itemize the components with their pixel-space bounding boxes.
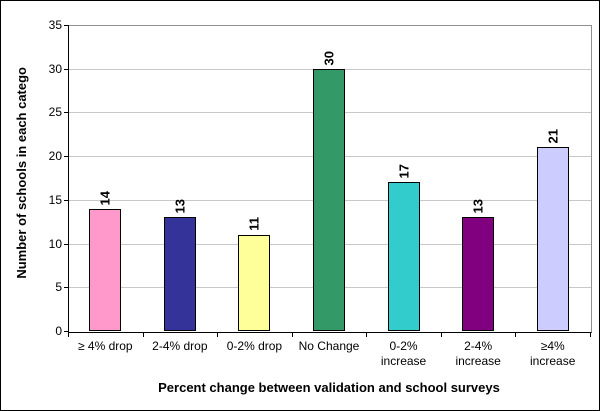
bar-value-label: 30 [321,50,337,65]
x-category-label: 2-4% increase [441,339,516,369]
x-category-label-line: 0-2% [389,339,418,353]
y-tick-label: 5 [55,280,62,295]
y-tick [64,243,69,245]
y-tick [64,156,69,158]
x-tick [515,332,517,337]
y-tick-label: 30 [48,61,62,76]
y-tick-label: 15 [48,192,62,207]
y-tick-label: 20 [48,149,62,164]
plot-area [68,25,592,333]
bar [238,235,271,331]
bar [536,147,569,331]
x-category-label: ≥ 4% drop [68,339,143,354]
bar [313,69,345,331]
x-tick [366,332,368,337]
y-tick [64,112,69,114]
x-category-label-line: 2-4% drop [152,339,208,353]
x-tick [217,332,219,337]
x-category-label: ≥4% increase [515,339,590,369]
y-tick-label: 0 [55,324,62,338]
x-category-label: 2-4% drop [143,339,218,354]
bar-value-label: 14 [97,190,113,205]
bar-value-label: 13 [172,198,188,213]
bar [89,209,122,331]
x-category-label-line: 2-4% [464,339,493,353]
bar-value-label: 13 [470,198,486,213]
x-category-label: 0-2% increase [366,339,441,369]
bar [387,182,420,331]
x-tick [142,332,144,337]
x-tick [590,332,591,337]
bar [462,217,495,331]
x-category-label-line: ≥4% [540,339,565,353]
x-tick [68,332,69,337]
x-category-label-line: 0-2% drop [226,339,283,353]
bar-value-label: 17 [396,163,412,178]
y-tick [64,199,69,201]
y-tick-label: 25 [48,105,62,120]
x-category-label-line: ≥ 4% drop [77,339,133,353]
x-category-label: No Change [292,339,367,354]
bar-value-label: 21 [545,128,561,143]
x-category-label-line: increase [530,354,576,368]
bar [163,217,196,331]
y-tick-label: 10 [48,236,62,251]
y-tick-label: 35 [48,18,62,32]
y-tick [64,287,69,289]
y-tick [64,25,69,26]
x-axis-title: Percent change between validation and sc… [158,380,500,395]
x-tick [440,332,442,337]
x-category-label-line: increase [455,354,501,368]
x-category-label-line: No Change [298,339,360,353]
bar-value-label: 11 [246,217,262,231]
x-category-label: 0-2% drop [217,339,292,354]
x-category-label-line: increase [380,354,427,368]
y-tick [64,68,69,70]
x-tick [291,332,293,337]
y-tick [64,331,69,332]
